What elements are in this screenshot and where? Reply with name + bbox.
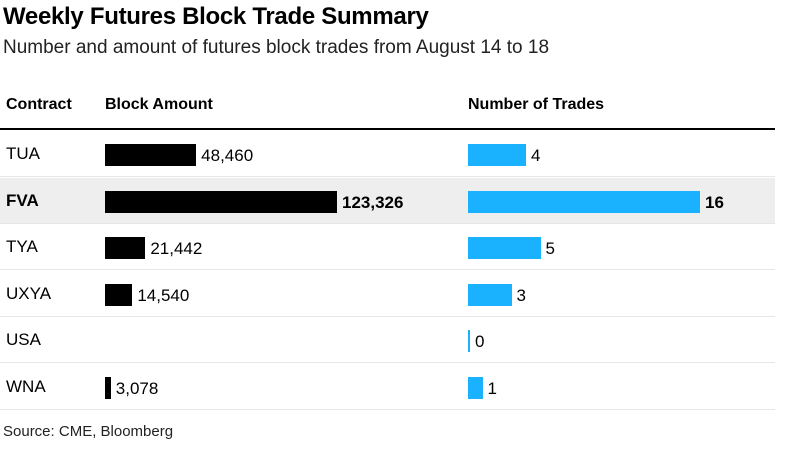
number-of-trades-bar [468, 283, 512, 306]
number-of-trades-bar [468, 376, 483, 399]
block-amount-value: 123,326 [342, 192, 404, 212]
contract-label: WNA [6, 376, 46, 396]
block-amount-bar [105, 144, 197, 166]
number-of-trades-bar [468, 190, 700, 213]
block-amount-bar [105, 283, 133, 306]
block-amount-value: 48,460 [201, 146, 254, 165]
column-header-contract: Contract [6, 96, 72, 113]
table-row: USA 0 [0, 317, 775, 363]
table-row: WNA 3,078 1 [0, 364, 775, 410]
number-of-trades-bar [468, 330, 470, 352]
table-row: TYA 21,442 5 [0, 224, 775, 270]
contract-label: FVA [6, 190, 39, 210]
chart-title: Weekly Futures Block Trade Summary [3, 3, 429, 30]
number-of-trades-value: 1 [487, 378, 497, 398]
number-of-trades-bar [468, 144, 526, 166]
column-header-number-of-trades: Number of Trades [468, 96, 605, 113]
table-row: FVA 123,326 16 [0, 177, 775, 224]
header-rule [0, 128, 775, 130]
source-note: Source: CME, Bloomberg [3, 423, 174, 440]
contract-label: UXYA [6, 283, 52, 303]
block-amount-value: 3,078 [115, 378, 159, 398]
column-header-block-amount: Block Amount [105, 96, 213, 113]
block-amount-value: 21,442 [150, 239, 203, 258]
block-amount-value: 14,540 [137, 285, 190, 305]
number-of-trades-value: 16 [705, 192, 724, 212]
number-of-trades-value: 5 [545, 239, 555, 258]
number-of-trades-bar [468, 237, 541, 259]
contract-label: USA [6, 330, 41, 349]
block-amount-bar [105, 376, 111, 399]
block-amount-bar [105, 237, 146, 259]
number-of-trades-value: 4 [531, 146, 541, 165]
contract-label: TYA [6, 237, 38, 256]
table-row: TUA 48,460 4 [0, 131, 775, 177]
number-of-trades-value: 3 [516, 285, 526, 305]
number-of-trades-value: 0 [475, 332, 485, 351]
chart-subtitle: Number and amount of futures block trade… [3, 37, 550, 58]
contract-label: TUA [6, 144, 40, 163]
block-amount-bar [105, 190, 337, 213]
table-row: UXYA 14,540 3 [0, 271, 775, 317]
